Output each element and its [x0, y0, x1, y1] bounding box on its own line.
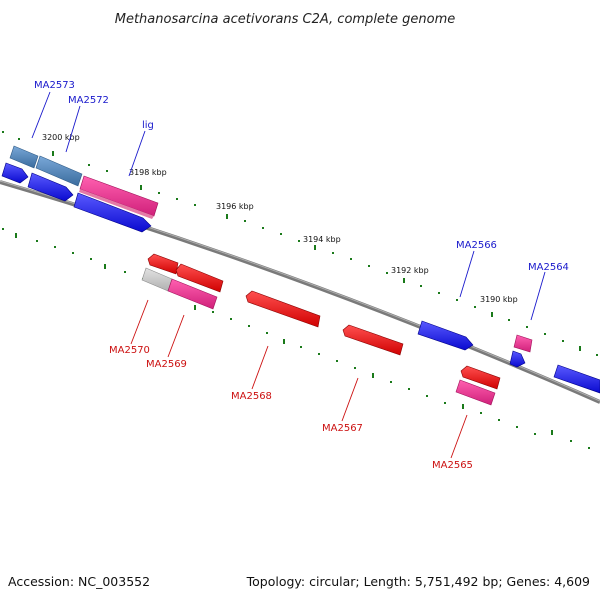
gene-label-MA2569[interactable]: MA2569: [146, 359, 187, 370]
gene-MA2567-feature[interactable]: [342, 324, 404, 356]
accession-text: Accession: NC_003552: [8, 574, 150, 589]
gene-MA2565-feature[interactable]: [455, 379, 496, 406]
gene-forward-small[interactable]: [509, 350, 526, 368]
genome-backbone: [0, 180, 600, 404]
gene-label-MA2570[interactable]: MA2570: [109, 345, 150, 356]
upper-tick-track: [2, 131, 598, 356]
gene-reverse-next[interactable]: [175, 263, 224, 293]
gene-lig-feature[interactable]: [79, 175, 159, 219]
map-title: Methanosarcina acetivorans C2A, complete…: [115, 12, 456, 27]
gene-MA2572-feature[interactable]: [35, 155, 83, 187]
gene-MA2564-feature[interactable]: [513, 334, 533, 353]
gene-label-MA2564[interactable]: MA2564: [528, 262, 569, 273]
gene-label-MA2566[interactable]: MA2566: [456, 240, 497, 251]
genome-summary-text: Topology: circular; Length: 5,751,492 bp…: [246, 574, 590, 589]
gene-reverse-small[interactable]: [147, 253, 179, 275]
gene-MA2566-feature[interactable]: [417, 320, 474, 351]
kbp-label-3190: 3190 kbp: [480, 295, 518, 304]
gene-forward-3[interactable]: [73, 192, 152, 233]
gene-label-MA2565[interactable]: MA2565: [432, 460, 473, 471]
kbp-label-3198: 3198 kbp: [129, 168, 167, 177]
lower-tick-track: [2, 228, 590, 449]
gene-MA2568-feature[interactable]: [245, 290, 321, 328]
gene-forward-edge[interactable]: [553, 364, 600, 394]
kbp-label-3192: 3192 kbp: [391, 266, 429, 275]
gene-MA2570-feature[interactable]: [141, 267, 173, 292]
gene-label-lig[interactable]: lig: [142, 120, 154, 131]
gene-MA2573-feature[interactable]: [9, 145, 39, 169]
gene-forward-1[interactable]: [1, 162, 29, 184]
kbp-label-3194: 3194 kbp: [303, 235, 341, 244]
upper-label-leaders: [31, 91, 546, 321]
gene-forward-2[interactable]: [27, 172, 74, 202]
lower-label-leaders: [130, 299, 468, 459]
gene-label-MA2573[interactable]: MA2573: [34, 80, 75, 91]
gene-label-MA2568[interactable]: MA2568: [231, 391, 272, 402]
gene-reverse-near-MA2565[interactable]: [460, 365, 501, 390]
gene-label-MA2572[interactable]: MA2572: [68, 95, 109, 106]
kbp-label-3196: 3196 kbp: [216, 202, 254, 211]
gene-label-MA2567[interactable]: MA2567: [322, 423, 363, 434]
kbp-label-3200: 3200 kbp: [42, 133, 80, 142]
gene-MA2569-feature[interactable]: [167, 278, 218, 310]
